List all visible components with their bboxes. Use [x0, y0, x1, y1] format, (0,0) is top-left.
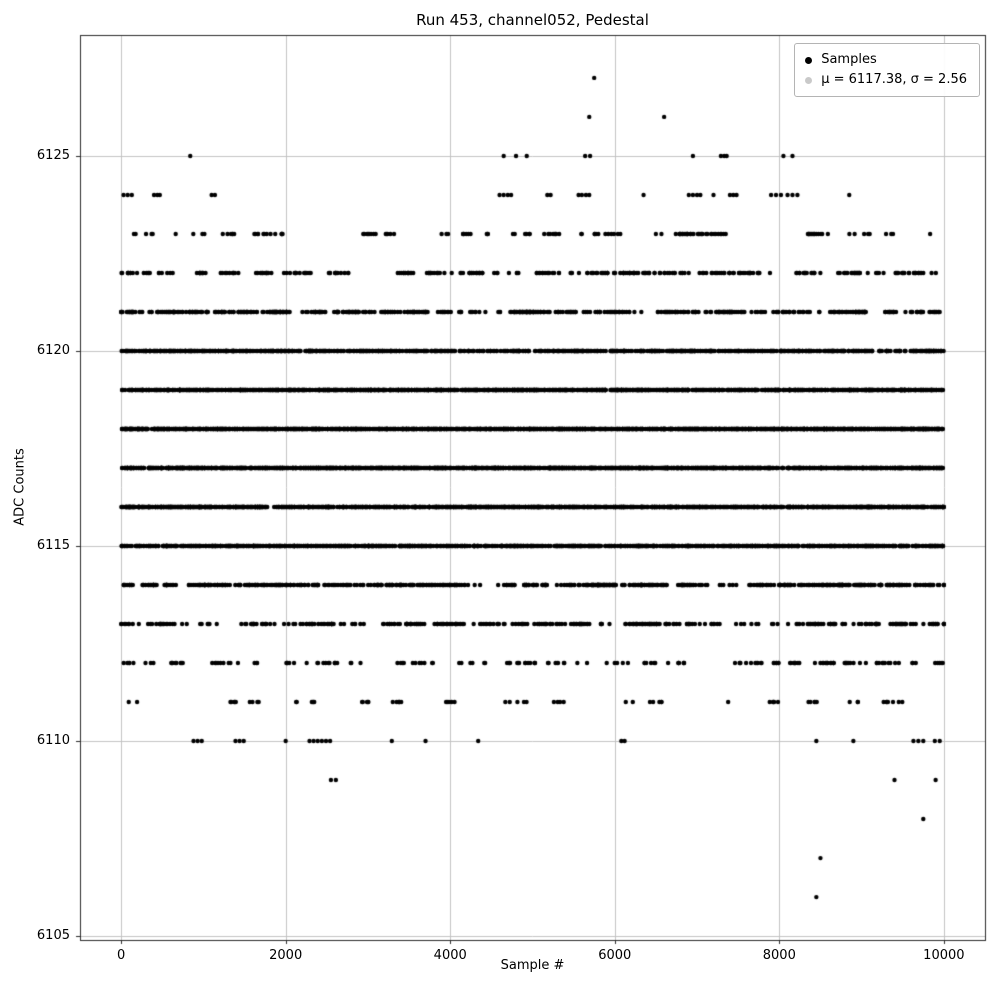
x-tick-label: 0 [116, 948, 126, 963]
x-tick-label: 4000 [433, 948, 467, 963]
x-tick-label: 10000 [923, 948, 965, 963]
legend: Samples μ = 6117.38, σ = 2.56 [794, 43, 980, 97]
x-tick-label: 6000 [598, 948, 632, 963]
stats-marker-icon [805, 76, 813, 84]
y-tick-label: 6115 [36, 538, 70, 553]
y-tick-label: 6105 [36, 928, 70, 944]
samples-marker-icon [805, 56, 813, 64]
x-tick-label: 8000 [762, 948, 796, 963]
legend-entry-stats: μ = 6117.38, σ = 2.56 [805, 70, 967, 90]
y-tick-label: 6110 [36, 733, 70, 749]
x-tick-label: 2000 [269, 948, 303, 963]
legend-entry-samples: Samples [805, 50, 967, 70]
y-tick-label: 6120 [36, 342, 70, 358]
x-axis-label: Sample # [500, 958, 565, 973]
plot-title: Run 453, channel052, Pedestal [416, 11, 649, 29]
y-tick-label: 6125 [36, 147, 70, 163]
y-axis-label: ADC Counts [12, 448, 28, 526]
legend-stats-label: μ = 6117.38, σ = 2.56 [821, 72, 967, 87]
legend-samples-label: Samples [821, 52, 877, 67]
